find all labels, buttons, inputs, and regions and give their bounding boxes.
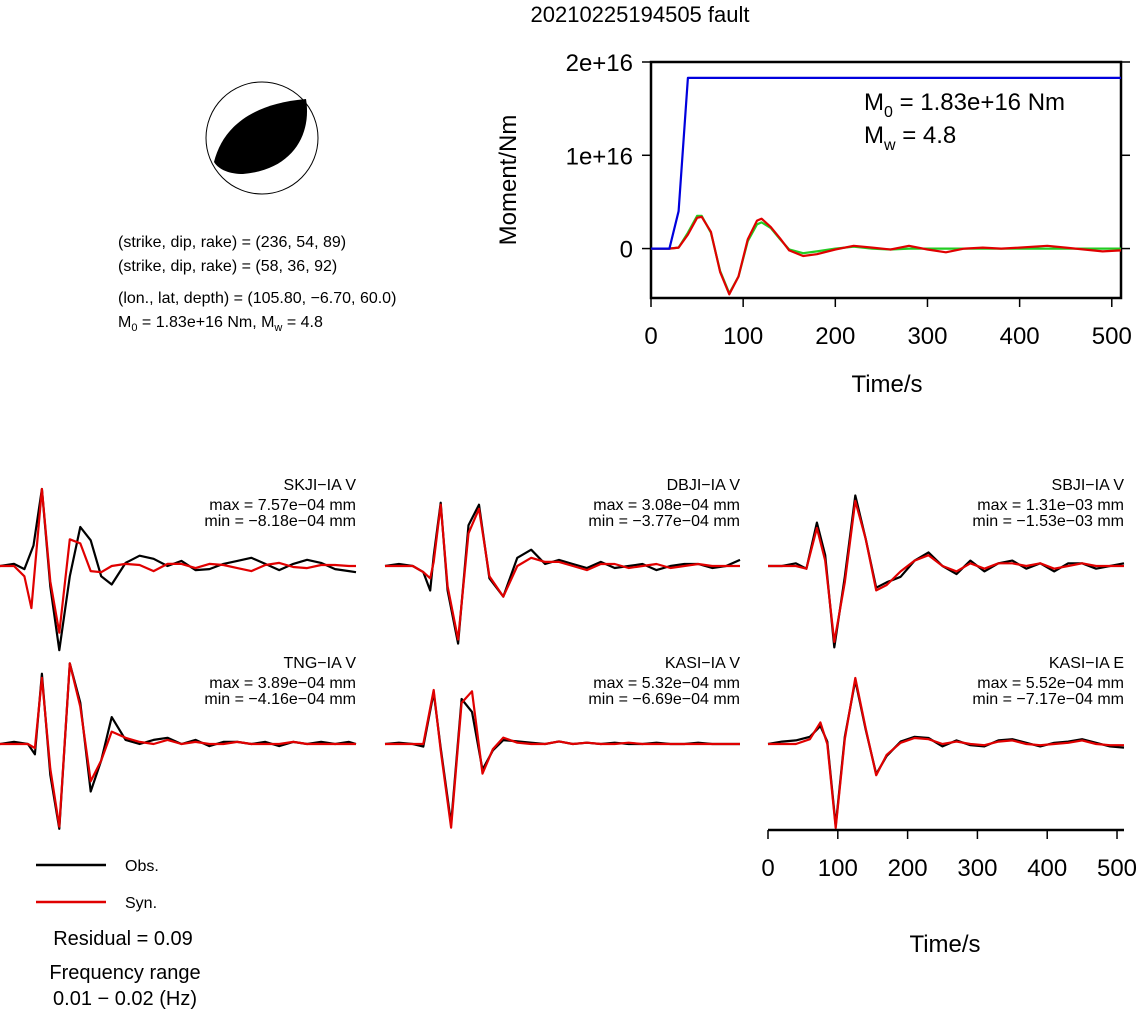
legend: Obs. Syn. — [36, 858, 159, 912]
synthetic-trace — [768, 676, 1124, 830]
synthetic-trace — [385, 688, 740, 829]
min-amplitude: min = −3.77e−04 mm — [588, 513, 740, 530]
min-amplitude: min = −6.69e−04 mm — [588, 691, 740, 708]
moment-xtick-label: 0 — [644, 323, 657, 350]
moment-series-group — [651, 76, 1122, 296]
moment-rate-synthetic — [651, 215, 1122, 296]
frequency-title: Frequency range — [49, 962, 200, 984]
waveform-xtick-label: 200 — [888, 855, 928, 882]
station-label: TNG−IA V — [284, 655, 357, 672]
min-amplitude: min = −1.53e−03 mm — [972, 513, 1124, 530]
waveform-xtick-label: 500 — [1097, 855, 1137, 882]
moment-ytick-label: 0 — [620, 237, 633, 264]
synthetic-trace — [0, 662, 356, 828]
legend-obs-label: Obs. — [125, 858, 159, 875]
moment-plot-frame — [649, 60, 1123, 300]
moment-ylabel: Moment/Nm — [495, 115, 522, 246]
max-amplitude: max = 3.08e−04 mm — [593, 497, 740, 514]
frequency-value: 0.01 − 0.02 (Hz) — [53, 988, 197, 1009]
moment-xtick-label: 200 — [815, 323, 855, 350]
beachball — [205, 81, 319, 195]
station-label: SKJI−IA V — [284, 477, 357, 494]
station-label: KASI−IA V — [665, 655, 740, 672]
station-label: DBJI−IA V — [667, 477, 741, 494]
min-amplitude: min = −4.16e−04 mm — [204, 691, 356, 708]
max-amplitude: max = 3.89e−04 mm — [209, 675, 356, 692]
synthetic-trace — [0, 487, 356, 634]
max-amplitude: max = 5.52e−04 mm — [977, 675, 1124, 692]
observed-trace — [384, 691, 740, 825]
moment-xtick-label: 400 — [1000, 323, 1040, 350]
moment-ytick-label: 1e+16 — [566, 143, 633, 170]
synthetic-trace — [768, 499, 1124, 644]
moment-ytick-label: 2e+16 — [566, 50, 633, 77]
focal-line-2: (strike, dip, rake) = (58, 36, 92) — [118, 258, 337, 275]
waveform-xtick-label: 0 — [761, 855, 774, 882]
min-amplitude: min = −7.17e−04 mm — [972, 691, 1124, 708]
focal-text-block: (strike, dip, rake) = (236, 54, 89) (str… — [118, 234, 396, 334]
beachball-compressional-lobe — [214, 99, 308, 174]
moment-axes: 0 100 200 300 400 500 0 1e+16 2e+16 — [566, 50, 1132, 350]
legend-syn-label: Syn. — [125, 895, 157, 912]
focal-line-1: (strike, dip, rake) = (236, 54, 89) — [118, 234, 346, 251]
moment-rate-observed — [651, 214, 1121, 295]
max-amplitude: max = 5.32e−04 mm — [593, 675, 740, 692]
focal-line-4: M0 = 1.83e+16 Nm, Mw = 4.8 — [118, 314, 323, 334]
moment-curve — [651, 76, 1121, 250]
moment-xtick-label: 100 — [723, 323, 763, 350]
waveform-time-axis: 0 100 200 300 400 500 — [761, 828, 1137, 882]
waveform-xlabel: Time/s — [909, 931, 980, 958]
moment-xtick-label: 300 — [907, 323, 947, 350]
station-label: SBJI−IA V — [1052, 477, 1125, 494]
figure-title: 20210225194505 fault — [531, 2, 750, 27]
station-label: KASI−IA E — [1049, 655, 1124, 672]
residual-text: Residual = 0.09 — [53, 928, 193, 950]
synthetic-trace — [385, 503, 740, 641]
waveform-xtick-label: 100 — [818, 855, 858, 882]
min-amplitude: min = −8.18e−04 mm — [204, 513, 356, 530]
moment-annotation-mw: Mw = 4.8 — [864, 122, 956, 154]
max-amplitude: max = 7.57e−04 mm — [209, 497, 356, 514]
moment-xlabel: Time/s — [851, 371, 922, 398]
moment-annotation-m0: M0 = 1.83e+16 Nm — [864, 89, 1065, 121]
waveform-xtick-label: 300 — [957, 855, 997, 882]
max-amplitude: max = 1.31e−03 mm — [977, 497, 1124, 514]
moment-rate-plot: 0 100 200 300 400 500 0 1e+16 2e+16 M0 = 1.83e+1… — [495, 50, 1132, 398]
waveform-xtick-label: 400 — [1027, 855, 1067, 882]
moment-xtick-label: 500 — [1092, 323, 1132, 350]
focal-line-3: (lon., lat, depth) = (105.80, −6.70, 60.… — [118, 290, 396, 307]
